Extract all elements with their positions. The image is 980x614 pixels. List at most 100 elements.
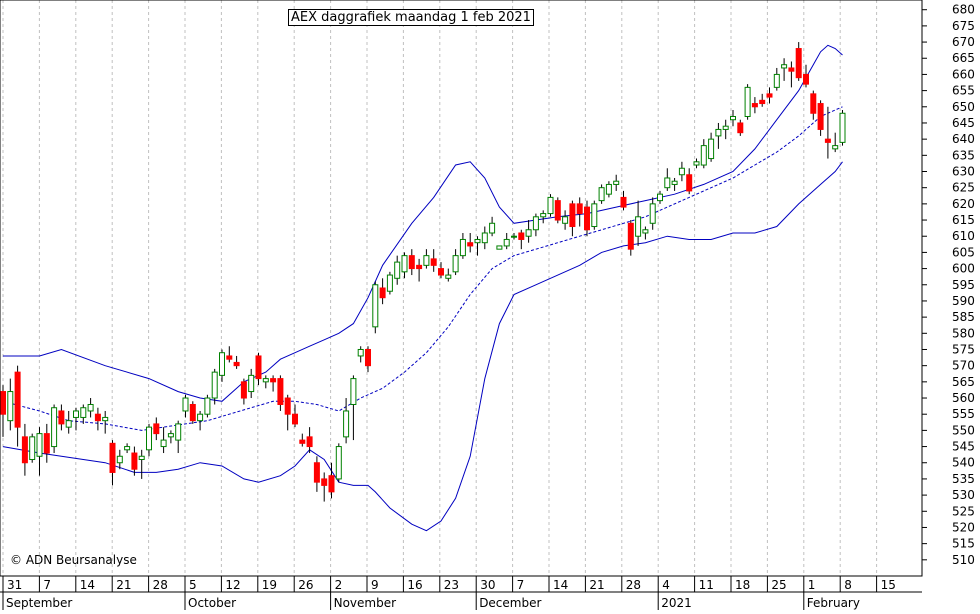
candle-body xyxy=(270,378,277,383)
candle-body xyxy=(715,128,722,137)
candle-body xyxy=(795,48,802,79)
candle xyxy=(160,427,167,454)
candle-body xyxy=(708,138,715,160)
candle xyxy=(481,226,488,250)
y-tick-label: 515 xyxy=(952,537,975,551)
candle-body xyxy=(87,403,94,412)
candle-layer xyxy=(0,42,846,502)
candle xyxy=(445,268,452,282)
candle-body xyxy=(36,433,43,457)
candle-body xyxy=(817,103,824,130)
candle-body xyxy=(803,73,809,85)
candle xyxy=(182,394,189,418)
candle-body xyxy=(109,442,116,473)
x-tick-label: 21 xyxy=(589,578,604,592)
y-tick-label: 525 xyxy=(952,504,975,518)
candle-body xyxy=(328,475,335,493)
x-tick-label: 30 xyxy=(480,578,495,592)
candle xyxy=(635,200,642,246)
candle-body xyxy=(138,455,145,461)
candle-body xyxy=(810,93,817,114)
x-tick-label: 28 xyxy=(153,578,168,592)
candle-body xyxy=(204,397,211,415)
candle-body xyxy=(379,287,386,299)
candle-body xyxy=(496,245,503,250)
candle-body xyxy=(233,361,240,367)
candle xyxy=(671,177,678,191)
candle-body xyxy=(671,180,678,185)
month-label: November xyxy=(334,596,396,610)
y-tick-label: 645 xyxy=(952,116,975,130)
candle-body xyxy=(189,403,196,422)
candle-body xyxy=(240,381,247,399)
candle xyxy=(146,423,152,457)
candle-body xyxy=(635,216,642,237)
candle xyxy=(58,404,65,431)
candle-body xyxy=(503,238,510,247)
candle xyxy=(751,97,758,114)
candle xyxy=(817,100,824,136)
plot-frame xyxy=(0,0,923,577)
candle xyxy=(730,110,736,127)
candle xyxy=(642,226,649,240)
candle-body xyxy=(657,193,663,202)
x-tick-label: 18 xyxy=(735,578,750,592)
y-tick-label: 520 xyxy=(952,520,975,534)
candle-body xyxy=(788,67,795,72)
candle xyxy=(14,365,21,447)
candle xyxy=(313,456,320,492)
candle-body xyxy=(678,167,685,176)
y-tick-label: 680 xyxy=(952,3,975,17)
candle-body xyxy=(686,174,693,192)
y-tick-label: 540 xyxy=(952,456,975,470)
candle-body xyxy=(124,446,131,451)
candle-body xyxy=(584,206,590,231)
candle-body xyxy=(547,196,554,215)
candle-body xyxy=(357,348,364,357)
y-tick-label: 675 xyxy=(952,19,975,33)
candle-body xyxy=(744,86,751,117)
candle xyxy=(584,200,590,237)
copyright-text: © ADN Beursanalyse xyxy=(10,553,137,567)
candle-body xyxy=(445,274,452,279)
bollinger-lower xyxy=(2,161,843,532)
candle xyxy=(438,262,444,279)
x-tick-label: 7 xyxy=(43,578,51,592)
candle xyxy=(700,139,707,169)
candle-body xyxy=(416,264,423,270)
candle-body xyxy=(73,410,79,418)
candle xyxy=(715,122,722,149)
candle-body xyxy=(613,180,620,185)
candle-body xyxy=(21,436,28,464)
x-tick-label: 31 xyxy=(7,578,22,592)
chart-title: AEX daggrafiek maandag 1 feb 2021 xyxy=(288,9,534,26)
y-tick-label: 560 xyxy=(952,391,975,405)
candle-body xyxy=(29,436,36,461)
x-tick-label: 2 xyxy=(335,578,343,592)
candle-body xyxy=(598,187,605,202)
candle xyxy=(423,249,430,269)
candle xyxy=(21,423,28,476)
candle-body xyxy=(299,439,306,444)
y-tick-label: 610 xyxy=(952,229,975,243)
candle-body xyxy=(153,423,160,435)
x-tick-label: 21 xyxy=(116,578,131,592)
candle-body xyxy=(226,355,233,360)
candle-body xyxy=(474,238,481,244)
candle xyxy=(204,394,211,418)
candle-body xyxy=(386,274,393,292)
y-tick-label: 555 xyxy=(952,407,975,421)
y-tick-label: 510 xyxy=(952,553,975,567)
y-tick-label: 575 xyxy=(952,342,975,356)
y-tick-label: 665 xyxy=(952,51,975,65)
candle-body xyxy=(554,200,561,221)
candle xyxy=(459,232,466,259)
y-tick-label: 650 xyxy=(952,100,975,114)
y-tick-label: 565 xyxy=(952,375,975,389)
candle xyxy=(540,210,547,224)
candle xyxy=(7,378,14,431)
candle xyxy=(219,349,225,382)
candle-body xyxy=(824,138,831,143)
candle-body xyxy=(627,222,634,250)
